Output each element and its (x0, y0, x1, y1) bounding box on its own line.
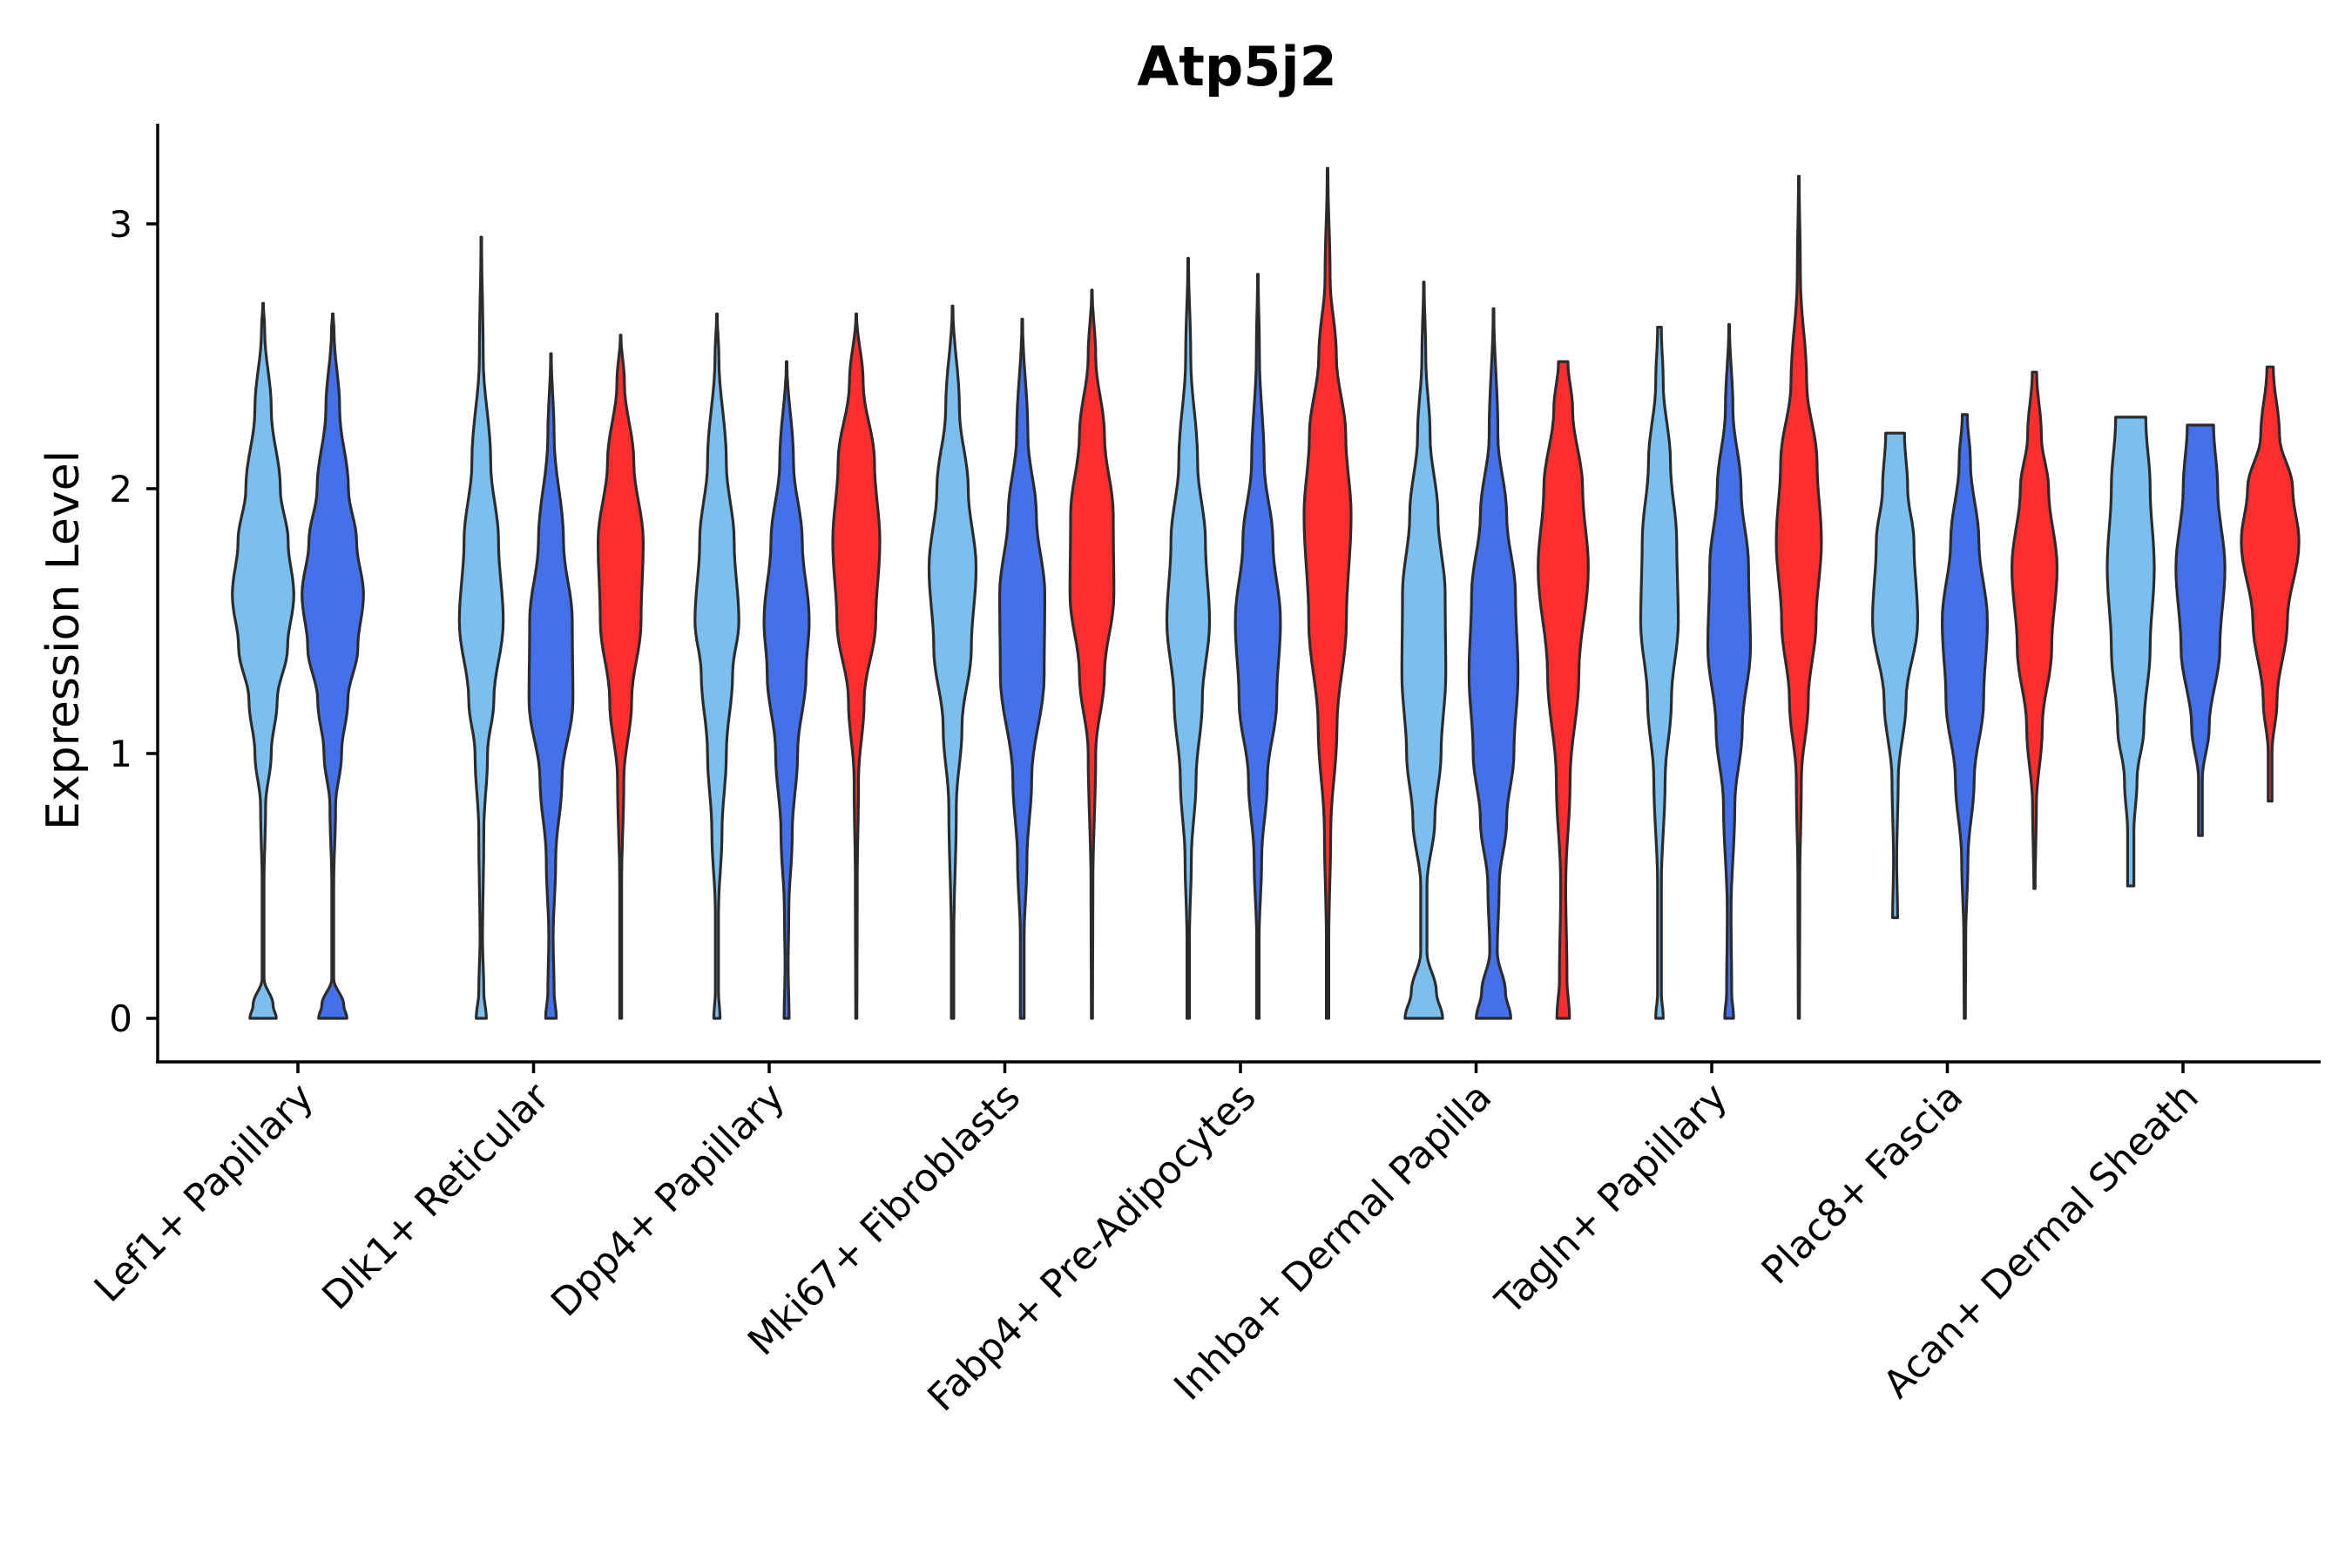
violin-acan-dermal-sheath-condition-1 (2105, 416, 2156, 888)
violin-tagln-papillary-condition-2 (1706, 322, 1753, 1020)
violin-inhba-dermal-papilla-condition-1 (1400, 280, 1448, 1020)
violin-tagln-papillary-condition-3 (1774, 174, 1823, 1020)
y-axis-label: Expression Level (37, 450, 90, 830)
violin-plac8-fascia-condition-2 (1941, 413, 1989, 1020)
violin-mki67-fibroblasts-condition-1 (927, 304, 978, 1020)
axes-layer (156, 124, 2321, 1064)
violin-dlk1-reticular-condition-3 (597, 334, 645, 1020)
x-tick-label: Mki67+ Fibroblasts (740, 1075, 1029, 1364)
violin-lef1-papillary-condition-2 (301, 312, 365, 1020)
violin-lef1-papillary-condition-1 (231, 301, 295, 1020)
violin-tagln-papillary-condition-1 (1639, 326, 1680, 1020)
violins-layer (231, 166, 2301, 1020)
x-tick-label: Dlk1+ Reticular (314, 1074, 558, 1319)
x-tick-label: Plac8+ Fascia (1754, 1075, 1972, 1294)
y-tick-label: 0 (109, 997, 132, 1040)
violin-acan-dermal-sheath-condition-3 (2240, 365, 2301, 803)
violin-inhba-dermal-papilla-condition-2 (1467, 307, 1520, 1020)
violin-inhba-dermal-papilla-condition-3 (1537, 360, 1590, 1020)
y-tick-label: 3 (109, 203, 132, 246)
violin-mki67-fibroblasts-condition-2 (998, 317, 1046, 1020)
violin-dlk1-reticular-condition-2 (527, 352, 575, 1020)
violin-dpp4-papillary-condition-1 (693, 312, 740, 1020)
violin-fabp4-pre-adipocytes-condition-1 (1165, 256, 1212, 1020)
violin-acan-dermal-sheath-condition-2 (2174, 423, 2227, 837)
violin-dpp4-papillary-condition-3 (831, 312, 882, 1020)
x-tick-label: Lef1+ Papillary (86, 1075, 322, 1311)
violin-dpp4-papillary-condition-2 (762, 360, 811, 1020)
violin-mki67-fibroblasts-condition-3 (1068, 288, 1116, 1020)
x-tick-label: Tagln+ Papillary (1487, 1075, 1736, 1324)
violin-dlk1-reticular-condition-1 (457, 235, 505, 1020)
chart-title: Atp5j2 (1137, 35, 1337, 98)
violin-plac8-fascia-condition-1 (1871, 431, 1919, 920)
y-ticks: 0 1 2 3 (109, 203, 158, 1040)
x-tick-label: Dpp4+ Papillary (543, 1075, 794, 1326)
violin-plac8-fascia-condition-3 (2011, 370, 2058, 890)
y-tick-label: 2 (109, 468, 132, 510)
violin-fabp4-pre-adipocytes-condition-2 (1233, 273, 1282, 1020)
violin-fabp4-pre-adipocytes-condition-3 (1302, 166, 1353, 1020)
y-tick-label: 1 (109, 733, 132, 775)
